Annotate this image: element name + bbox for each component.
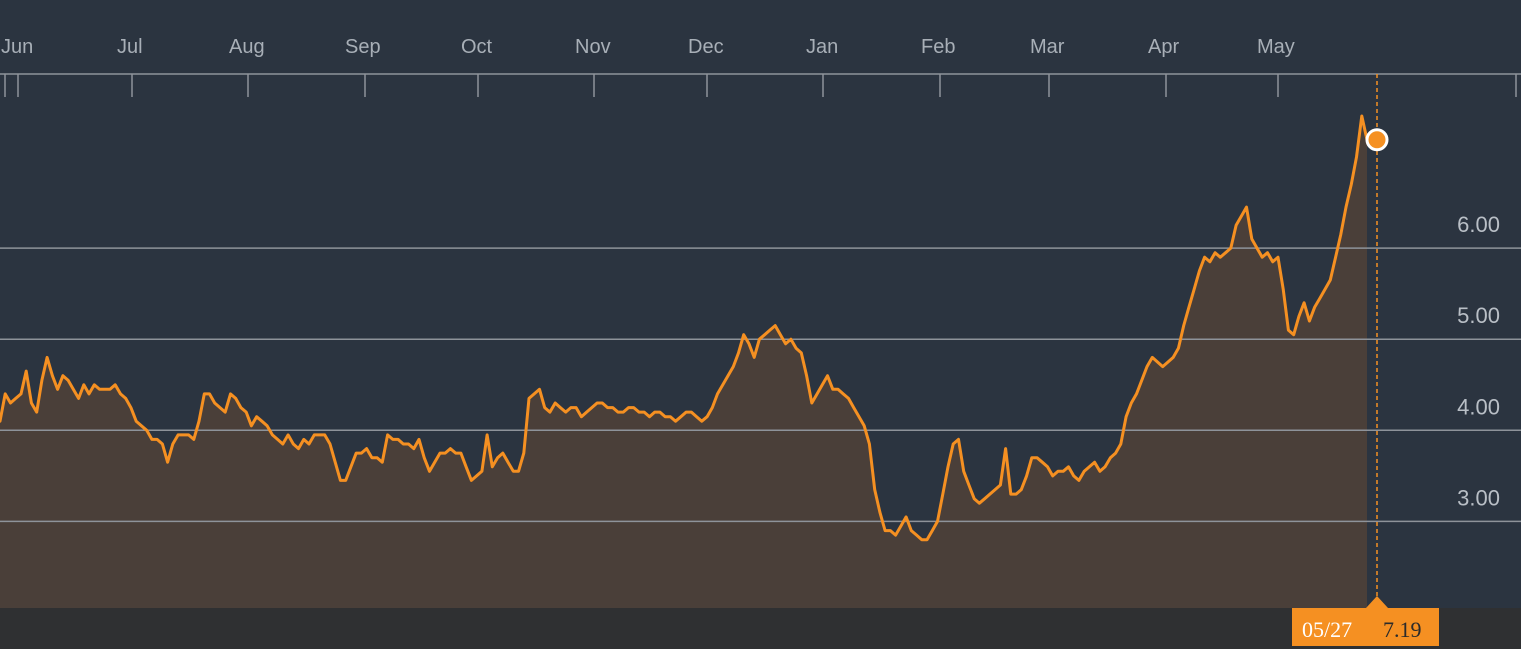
tooltip-box xyxy=(1292,608,1439,646)
x-tick-label-jul: Jul xyxy=(117,36,143,58)
tooltip-value: 7.19 xyxy=(1383,617,1422,642)
x-tick-label-nov: Nov xyxy=(575,36,611,58)
y-tick-label-4: 4.00 xyxy=(1457,394,1500,419)
x-axis: Jun Jul Aug Sep Oct Nov Dec Jan Feb Mar … xyxy=(1,36,1517,97)
x-tick-label-apr: Apr xyxy=(1148,36,1179,58)
y-tick-label-6: 6.00 xyxy=(1457,212,1500,237)
crosshair-tooltip: 05/27 7.19 xyxy=(1292,596,1439,646)
x-tick-label-aug: Aug xyxy=(229,36,265,58)
tooltip-pointer xyxy=(1366,596,1388,608)
price-line xyxy=(0,114,1369,542)
price-area xyxy=(0,116,1367,608)
x-tick-label-dec: Dec xyxy=(688,36,724,58)
x-axis-band xyxy=(0,608,1521,649)
x-tick-label-jan: Jan xyxy=(806,36,838,58)
x-tick-label-sep: Sep xyxy=(345,36,381,58)
x-tick-label-may: May xyxy=(1257,36,1295,58)
x-tick-label-jun: Jun xyxy=(1,36,33,58)
x-tick-label-feb: Feb xyxy=(921,36,955,58)
y-axis: 6.00 5.00 4.00 3.00 xyxy=(1457,212,1500,510)
x-tick-label-mar: Mar xyxy=(1030,36,1065,58)
x-tick-label-oct: Oct xyxy=(461,36,493,58)
y-tick-label-3: 3.00 xyxy=(1457,485,1500,510)
tooltip-date: 05/27 xyxy=(1302,617,1352,642)
highlight-point[interactable] xyxy=(1365,128,1389,152)
y-tick-label-5: 5.00 xyxy=(1457,303,1500,328)
